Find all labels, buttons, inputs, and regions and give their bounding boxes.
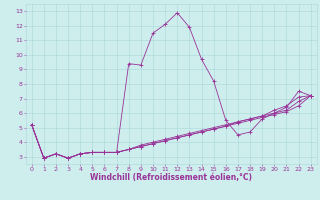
X-axis label: Windchill (Refroidissement éolien,°C): Windchill (Refroidissement éolien,°C) — [90, 173, 252, 182]
